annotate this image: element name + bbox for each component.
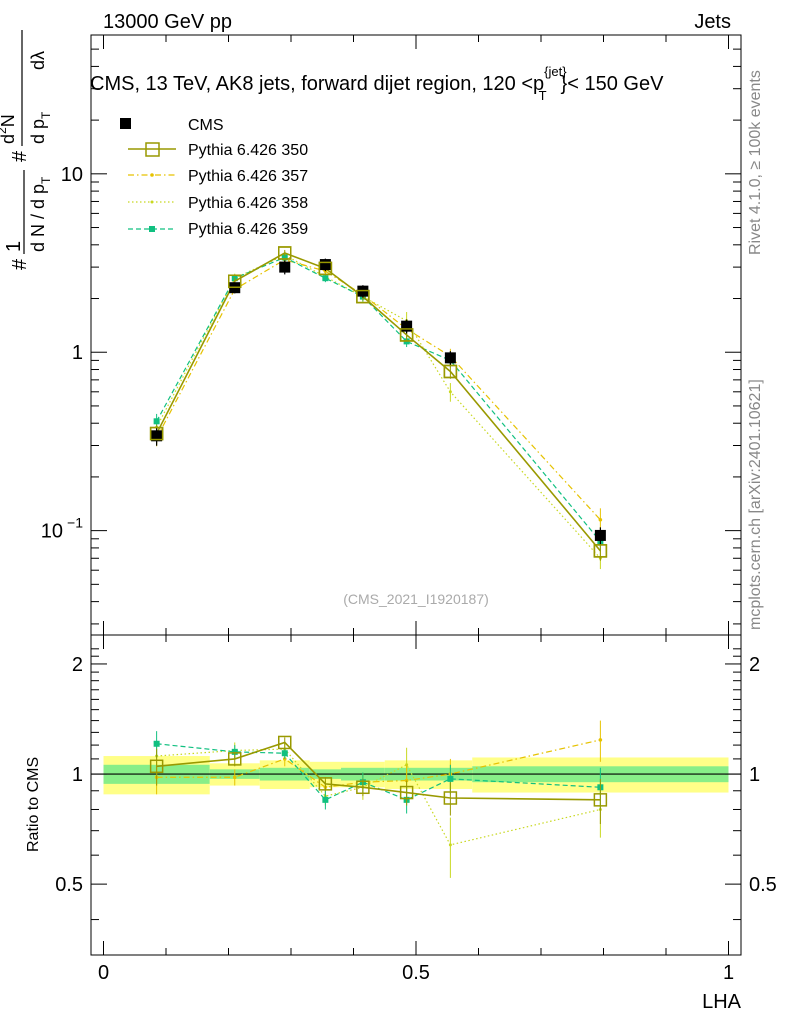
ylabel-hash-1: # — [9, 258, 31, 270]
legend-label-359: Pythia 6.426 359 — [188, 221, 308, 238]
series-point-p359 — [322, 275, 329, 282]
series-point-p350-top — [356, 289, 370, 304]
legend-label-cms: CMS — [188, 117, 224, 134]
ylabel-dpt: d pT — [28, 111, 53, 144]
legend-marker-358 — [150, 200, 154, 204]
series-point-p350-top — [278, 246, 292, 260]
series-point-p350-top — [318, 261, 333, 276]
legend-marker-357 — [150, 173, 154, 177]
ratio-axis-label: Ratio to CMS — [25, 757, 42, 852]
mcplots-credit: mcplots.cern.ch [arXiv:2401.10621] — [747, 379, 764, 630]
series-point-p359 — [281, 254, 288, 261]
rivet-version: Rivet 4.1.0, ≥ 100k events — [747, 70, 764, 255]
ratio-tick-label: 0.5 — [55, 874, 83, 896]
series-line-p350 — [155, 252, 601, 552]
series-point-p357 — [598, 518, 603, 522]
main-series — [149, 246, 608, 570]
ratio-point-p359 — [153, 740, 160, 747]
y-tick-label: 10 — [61, 164, 83, 186]
series-point-p359 — [153, 418, 160, 425]
plot-title: CMS, 13 TeV, AK8 jets, forward dijet reg… — [90, 64, 664, 103]
ratio-uncertainty-bands — [91, 756, 741, 795]
legend-label-350: Pythia 6.426 350 — [188, 142, 308, 159]
ratio-point-p358 — [448, 843, 452, 847]
legend-marker-359 — [149, 226, 155, 232]
x-tick-label: 1 — [723, 962, 734, 984]
ratio-point-p350 — [318, 777, 333, 791]
title-main: CMS, 13 TeV, AK8 jets, forward dijet reg… — [90, 73, 544, 95]
ratio-line-p350 — [156, 741, 601, 801]
ratio-point-p359 — [281, 750, 288, 757]
series-point-p350-top — [149, 426, 164, 441]
legend-label-357: Pythia 6.426 357 — [188, 168, 308, 185]
cms-point — [319, 259, 331, 271]
ratio-point-p350 — [228, 752, 242, 766]
series-point-p358 — [448, 390, 452, 394]
ylabel-dlambda: dλ — [28, 51, 48, 70]
ratio-point-p359 — [322, 796, 329, 803]
series-line-p358 — [156, 254, 601, 559]
series-point-p350-top — [593, 544, 608, 558]
title-end: }< 150 GeV — [561, 73, 665, 95]
ratio-point-p357 — [232, 775, 237, 780]
ratio-point-p350 — [443, 791, 458, 805]
ratio-tick-label-right: 1 — [749, 764, 760, 786]
ratio-series — [149, 720, 608, 878]
ylabel-one: 1 — [3, 241, 25, 252]
ratio-line-p359 — [156, 743, 601, 801]
ratio-tick-label: 1 — [72, 764, 83, 786]
legend-marker-cms — [120, 118, 131, 129]
y-tick-exponent: −1 — [67, 515, 83, 531]
x-tick-label: 0 — [98, 962, 109, 984]
cms-point — [151, 430, 163, 442]
cms-point — [279, 261, 291, 273]
ratio-point-p350 — [593, 793, 608, 807]
ratio-tick-label-right: 2 — [749, 654, 760, 676]
legend-marker-350 — [145, 142, 160, 157]
ratio-point-p359 — [447, 775, 454, 782]
cms-point — [401, 320, 413, 332]
ratio-point-p357 — [598, 738, 603, 742]
cms-point — [444, 352, 456, 364]
ratio-point-p350 — [278, 735, 292, 750]
ratio-point-p350 — [399, 785, 414, 800]
series-point-p350-top — [443, 364, 458, 379]
ratio-tick-label: 2 — [72, 654, 83, 676]
analysis-id: (CMS_2021_I1920187) — [343, 591, 489, 607]
energy-label: 13000 GeV pp — [103, 11, 232, 33]
ratio-tick-label-right: 0.5 — [749, 874, 777, 896]
legend: CMS Pythia 6.426 350 Pythia 6.426 357 Py… — [120, 117, 308, 238]
ratio-line-p357 — [156, 739, 601, 788]
series-line-p357 — [156, 259, 601, 521]
title-sup: {jet} — [544, 64, 567, 79]
jets-label: Jets — [694, 11, 731, 33]
series-line-p359 — [156, 256, 601, 542]
y-axis-label: # 1 d N / d pT # d2N d pT dλ — [0, 30, 53, 270]
legend-label-358: Pythia 6.426 358 — [188, 195, 308, 212]
x-axis-label: LHA — [702, 991, 742, 1013]
x-tick-label: 0.5 — [402, 962, 430, 984]
title-sub: T — [539, 88, 547, 103]
ylabel-hash-2: # — [9, 150, 31, 162]
ylabel-dn: d N / d pT — [28, 176, 53, 252]
ratio-point-p350 — [149, 759, 164, 774]
series-point-p350-top — [228, 274, 242, 288]
y-tick-label: 10 — [41, 521, 63, 543]
series-point-p350-top — [399, 328, 414, 342]
ratio-point-p350 — [356, 780, 370, 795]
cms-point — [594, 529, 606, 541]
ylabel-d2n: d2N — [0, 114, 18, 144]
y-tick-label: 1 — [72, 342, 83, 364]
